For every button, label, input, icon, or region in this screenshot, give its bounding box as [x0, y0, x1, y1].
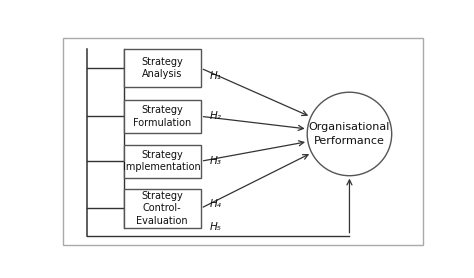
FancyBboxPatch shape: [124, 145, 201, 178]
Text: H₂: H₂: [210, 111, 222, 121]
Ellipse shape: [307, 92, 392, 176]
Text: H₁: H₁: [210, 71, 222, 81]
Text: H₅: H₅: [210, 222, 222, 232]
Text: Strategy
Analysis: Strategy Analysis: [141, 57, 183, 79]
Text: Strategy
Formulation: Strategy Formulation: [133, 105, 191, 128]
FancyBboxPatch shape: [124, 100, 201, 133]
Text: Strategy
Control-
Evaluation: Strategy Control- Evaluation: [137, 191, 188, 226]
Text: H₄: H₄: [210, 198, 222, 208]
Text: Organisational
Performance: Organisational Performance: [309, 122, 390, 146]
FancyBboxPatch shape: [124, 188, 201, 228]
Text: Strategy
Implementation: Strategy Implementation: [123, 150, 201, 172]
Text: H₃: H₃: [210, 156, 222, 166]
FancyBboxPatch shape: [124, 49, 201, 87]
